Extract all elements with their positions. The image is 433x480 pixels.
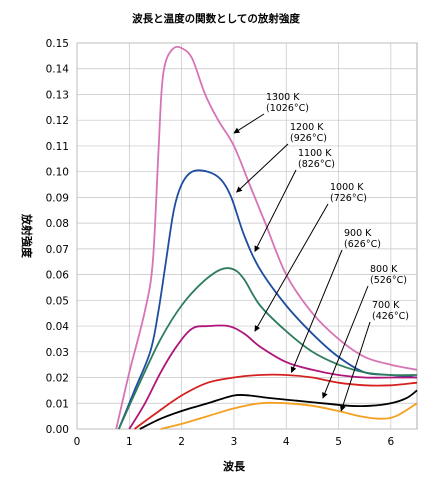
- x-tick-label: 6: [388, 436, 395, 448]
- series-label: 900 K (626°C): [344, 228, 381, 250]
- series-label: 1300 K (1026°C): [266, 92, 309, 114]
- y-tick-label: 0.05: [46, 295, 69, 307]
- series-label: 1200 K (926°C): [290, 122, 327, 144]
- series-line: [117, 169, 418, 430]
- series-label: 1100 K (826°C): [298, 148, 335, 170]
- x-tick-label: 0: [74, 436, 81, 448]
- x-axis-label: 波長: [223, 459, 246, 473]
- series-label: 700 K (426°C): [372, 300, 409, 322]
- x-tick-label: 4: [283, 436, 290, 448]
- annotation-arrow: [290, 249, 343, 373]
- x-axis-ticks: 0 1 2 3 4 5 6: [74, 436, 395, 448]
- y-tick-label: 0.12: [46, 115, 69, 127]
- y-tick-label: 0.10: [46, 167, 69, 179]
- y-tick-label: 0.09: [46, 192, 69, 204]
- y-tick-label: 0.14: [46, 64, 70, 76]
- y-axis-label: 放射強度: [20, 213, 34, 259]
- chart-title: 波長と温度の関数としての放射強度: [132, 12, 300, 25]
- annotation-arrow: [322, 285, 369, 399]
- series-lines: [115, 45, 418, 430]
- y-axis-ticks: 0.00 0.01 0.02 0.03 0.04 0.05 0.06 0.07 0.08 0.09…: [46, 38, 70, 436]
- series-line: [115, 45, 418, 430]
- y-tick-label: 0.06: [46, 270, 70, 282]
- annotation-arrow: [254, 169, 297, 252]
- x-tick-label: 2: [178, 436, 185, 448]
- annotations: 1300 K (1026°C) 1200 K (926°C) 1100 K (826°C)…: [233, 92, 409, 412]
- series-line: [117, 267, 418, 430]
- y-tick-label: 0.01: [46, 398, 69, 410]
- y-tick-label: 0.02: [46, 373, 69, 385]
- y-tick-label: 0.13: [46, 89, 69, 101]
- series-label: 800 K (526°C): [370, 264, 407, 286]
- series-line: [139, 389, 418, 430]
- y-tick-label: 0.08: [46, 218, 69, 230]
- y-tick-label: 0.03: [46, 347, 69, 359]
- series-line: [128, 324, 417, 430]
- x-tick-label: 1: [126, 436, 133, 448]
- series-line: [133, 373, 418, 430]
- y-tick-label: 0.00: [46, 424, 69, 436]
- x-tick-label: 5: [335, 436, 342, 448]
- y-tick-label: 0.04: [46, 321, 70, 333]
- y-tick-label: 0.11: [46, 141, 69, 153]
- y-tick-label: 0.15: [46, 38, 69, 50]
- annotation-arrow: [339, 321, 371, 412]
- y-tick-label: 0.07: [46, 244, 69, 256]
- x-tick-label: 3: [231, 436, 238, 448]
- series-line: [160, 401, 418, 430]
- annotation-arrow: [236, 143, 289, 193]
- series-label: 1000 K (726°C): [330, 182, 367, 204]
- annotation-arrow: [233, 113, 265, 134]
- annotation-arrow: [254, 203, 329, 332]
